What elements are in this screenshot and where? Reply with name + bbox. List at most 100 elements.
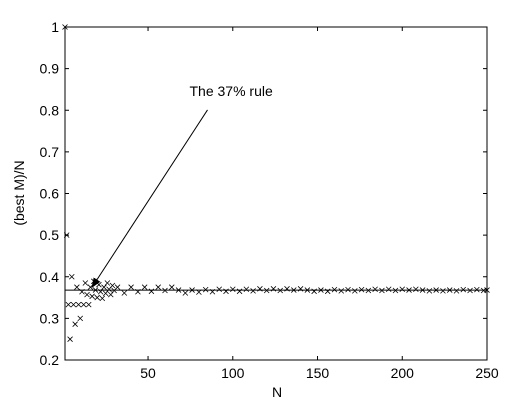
- x-marker: [155, 284, 161, 290]
- x-marker: [79, 288, 85, 295]
- x-marker: [243, 286, 250, 293]
- x-marker: [331, 286, 338, 293]
- x-marker: [202, 286, 209, 293]
- x-marker: [453, 288, 460, 294]
- x-marker: [311, 288, 317, 295]
- x-marker: [82, 280, 89, 286]
- x-marker: [385, 286, 392, 293]
- x-marker: [399, 286, 406, 293]
- x-marker: [324, 288, 331, 295]
- x-marker: [96, 281, 102, 288]
- x-marker: [97, 288, 104, 295]
- x-marker: [440, 288, 446, 294]
- x-marker: [318, 287, 324, 293]
- y-tick-label: 0.5: [40, 227, 60, 243]
- y-tick-label: 0.8: [40, 102, 60, 118]
- y-tick-label: 0.9: [40, 61, 60, 77]
- x-marker: [358, 286, 365, 293]
- x-marker: [270, 286, 277, 292]
- x-marker: [379, 287, 385, 294]
- x-marker: [345, 286, 351, 293]
- x-marker: [63, 232, 70, 238]
- x-marker: [68, 273, 75, 280]
- x-marker: [250, 288, 256, 294]
- x-marker: [101, 284, 107, 290]
- x-marker: [104, 280, 111, 286]
- x-tick-label: 250: [475, 365, 499, 381]
- x-marker: [392, 287, 399, 294]
- x-marker: [162, 287, 168, 294]
- plot-frame: [64, 26, 488, 361]
- x-marker: [284, 286, 290, 292]
- x-marker: [277, 287, 284, 294]
- x-marker: [75, 301, 82, 308]
- x-marker: [107, 291, 114, 298]
- y-axis-label: (best M)/N: [11, 160, 27, 225]
- x-marker: [446, 287, 453, 293]
- x-marker: [72, 321, 78, 327]
- x-marker: [67, 336, 73, 342]
- x-marker: [65, 301, 72, 308]
- x-marker: [189, 287, 195, 293]
- x-marker: [263, 287, 270, 294]
- x-tick-label: 100: [221, 365, 245, 381]
- x-marker: [175, 287, 182, 293]
- y-tick-label: 0.4: [40, 269, 60, 285]
- x-tick-label: 50: [140, 365, 156, 381]
- x-marker: [168, 284, 175, 290]
- x-marker: [223, 288, 229, 295]
- x-marker: [338, 288, 345, 294]
- x-marker: [460, 286, 467, 293]
- x-marker: [99, 295, 106, 302]
- x-marker: [109, 282, 116, 289]
- x-marker: [433, 287, 439, 293]
- annotation: The 37% rule: [189, 83, 272, 99]
- x-marker: [74, 284, 80, 290]
- x-marker: [92, 287, 99, 293]
- x-marker: [291, 287, 297, 293]
- x-marker: [77, 315, 84, 322]
- annotation-arrow: [91, 109, 208, 288]
- x-marker: [89, 293, 95, 300]
- y-tick-label: 0.2: [40, 352, 60, 368]
- x-marker: [128, 284, 134, 290]
- x-marker: [419, 287, 426, 293]
- x-tick-label: 150: [306, 365, 330, 381]
- x-marker: [304, 287, 311, 293]
- x-marker: [297, 286, 304, 292]
- x-marker: [102, 290, 109, 297]
- x-marker: [62, 24, 68, 30]
- x-marker: [257, 286, 263, 292]
- x-marker: [467, 287, 473, 294]
- x-marker: [209, 288, 216, 295]
- x-marker: [230, 286, 236, 293]
- x-marker: [196, 289, 202, 295]
- x-marker: [484, 287, 490, 293]
- x-marker: [182, 290, 189, 296]
- x-marker: [141, 284, 148, 290]
- x-marker: [70, 301, 77, 308]
- x-marker: [426, 288, 433, 294]
- x-marker: [94, 294, 100, 301]
- x-marker: [474, 286, 480, 293]
- y-tick-label: 0.3: [40, 310, 60, 326]
- x-axis-label: N: [272, 384, 282, 400]
- y-tick-label: 0.7: [40, 144, 60, 160]
- x-marker: [372, 286, 378, 293]
- x-marker: [121, 290, 128, 296]
- x-marker: [85, 301, 92, 308]
- x-marker: [80, 301, 87, 308]
- y-tick-label: 0.6: [40, 186, 60, 202]
- x-marker: [236, 288, 243, 295]
- y-tick-label: 1: [51, 19, 59, 35]
- x-marker: [84, 291, 90, 298]
- x-marker: [135, 288, 141, 295]
- x-marker: [352, 288, 358, 294]
- x-marker: [413, 286, 419, 293]
- x-marker: [148, 288, 155, 295]
- x-marker: [114, 284, 121, 290]
- x-tick-label: 200: [391, 365, 415, 381]
- x-marker: [406, 287, 412, 293]
- x-marker: [365, 287, 372, 294]
